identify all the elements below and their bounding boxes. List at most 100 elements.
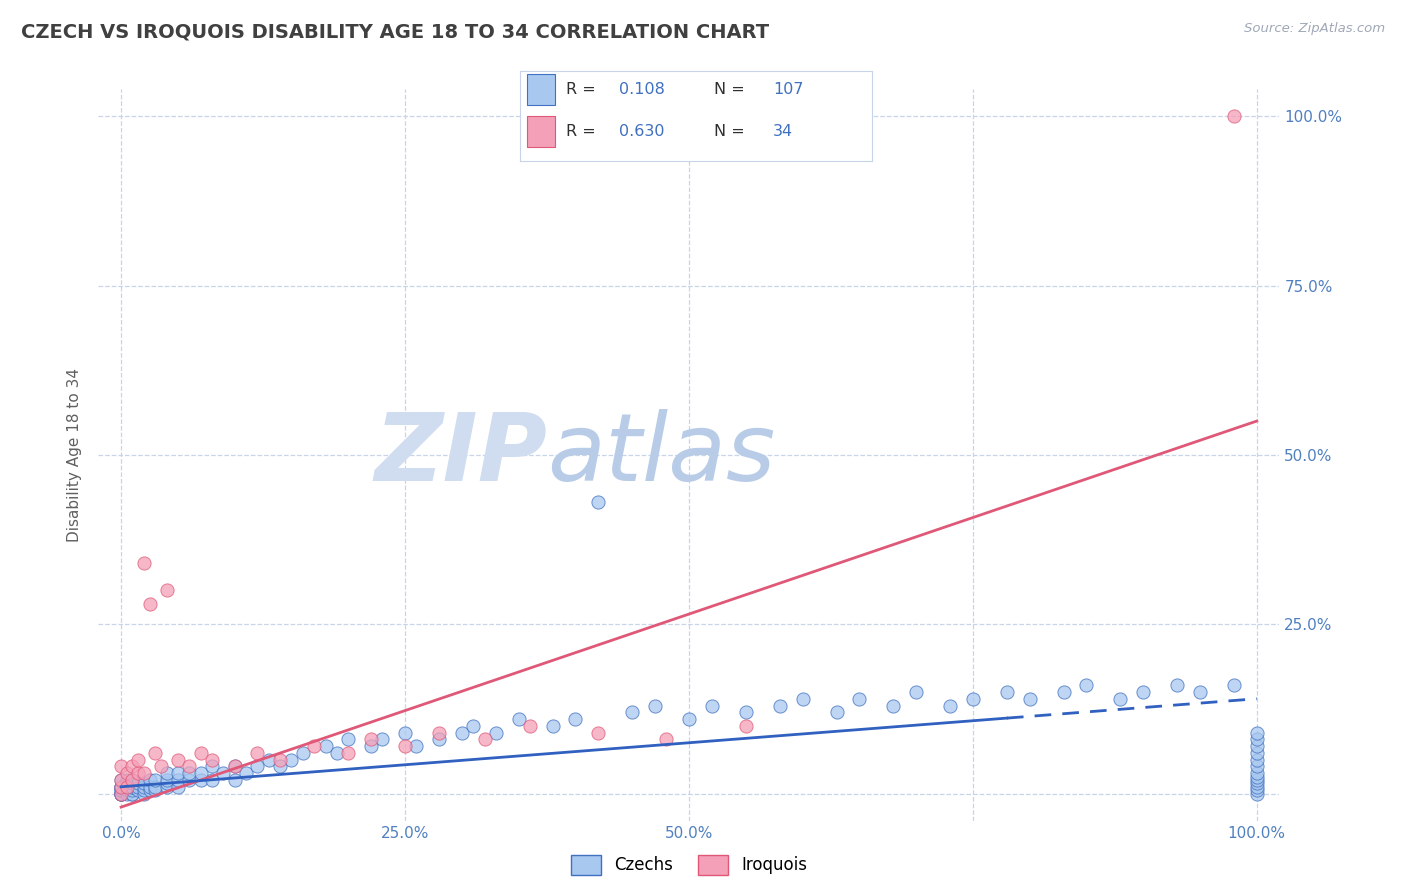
Point (1018, 691, 1040, 706)
Point (1223, 678, 1246, 692)
Point (769, 698, 792, 713)
Point (110, 787, 132, 801)
Point (190, 772, 212, 787)
Point (291, 746, 314, 760)
Point (450, 725, 472, 739)
Text: R =: R = (567, 82, 600, 97)
Point (1076, 678, 1098, 692)
Point (734, 719, 756, 733)
Point (149, 759, 172, 773)
Point (115, 776, 138, 790)
Point (110, 772, 132, 787)
Point (394, 725, 416, 739)
Point (1223, 109, 1246, 123)
Point (1246, 766, 1268, 780)
Point (1053, 685, 1076, 699)
Point (132, 776, 155, 790)
Point (110, 772, 132, 787)
Point (1246, 783, 1268, 797)
Point (1246, 725, 1268, 739)
Point (121, 772, 143, 787)
Text: 0.108: 0.108 (619, 82, 665, 97)
Point (1246, 746, 1268, 760)
Point (110, 783, 132, 797)
Point (586, 725, 609, 739)
Text: ZIP: ZIP (374, 409, 547, 501)
Point (138, 772, 160, 787)
Point (848, 691, 870, 706)
Point (110, 759, 132, 773)
Point (939, 698, 962, 713)
Point (127, 776, 149, 790)
Y-axis label: Disability Age 18 to 34: Disability Age 18 to 34 (67, 368, 83, 542)
Point (212, 766, 235, 780)
Point (1246, 772, 1268, 787)
Point (224, 759, 246, 773)
Point (519, 719, 541, 733)
Text: 0.630: 0.630 (619, 124, 664, 139)
Point (1166, 678, 1188, 692)
Point (110, 780, 132, 794)
Point (143, 780, 166, 794)
Point (1246, 780, 1268, 794)
Point (115, 783, 138, 797)
Legend: Czechs, Iroquois: Czechs, Iroquois (564, 848, 814, 882)
Point (201, 759, 224, 773)
Point (167, 766, 190, 780)
Point (143, 783, 166, 797)
Point (155, 776, 177, 790)
Point (427, 732, 450, 747)
Point (179, 766, 201, 780)
Text: 107: 107 (773, 82, 804, 97)
Text: N =: N = (714, 124, 749, 139)
Point (1246, 753, 1268, 767)
Point (143, 746, 166, 760)
Point (110, 780, 132, 794)
Point (167, 772, 190, 787)
Point (224, 772, 246, 787)
Point (655, 732, 678, 747)
Point (246, 746, 269, 760)
Point (179, 759, 201, 773)
Point (678, 712, 700, 726)
Point (132, 783, 155, 797)
Point (302, 739, 325, 753)
FancyBboxPatch shape (527, 74, 555, 105)
Text: R =: R = (567, 124, 600, 139)
Point (138, 780, 160, 794)
Point (463, 719, 485, 733)
Point (132, 556, 155, 570)
Point (110, 787, 132, 801)
Point (132, 766, 155, 780)
Point (155, 583, 177, 598)
Point (121, 772, 143, 787)
Point (132, 787, 155, 801)
Point (360, 739, 382, 753)
Point (224, 759, 246, 773)
Point (405, 739, 427, 753)
Point (235, 766, 257, 780)
Point (121, 787, 143, 801)
Point (121, 776, 143, 790)
Point (110, 780, 132, 794)
Point (541, 719, 564, 733)
Point (179, 772, 201, 787)
Point (132, 780, 155, 794)
Point (427, 725, 450, 739)
Point (127, 783, 149, 797)
Point (474, 732, 496, 747)
Point (201, 772, 224, 787)
Point (115, 772, 138, 787)
Point (1132, 685, 1154, 699)
Point (167, 780, 190, 794)
Point (127, 766, 149, 780)
Point (201, 753, 224, 767)
Point (700, 698, 723, 713)
Point (121, 759, 143, 773)
Point (246, 759, 269, 773)
Point (110, 783, 132, 797)
Point (115, 780, 138, 794)
Text: atlas: atlas (547, 409, 776, 500)
Point (1246, 776, 1268, 790)
Point (269, 759, 291, 773)
